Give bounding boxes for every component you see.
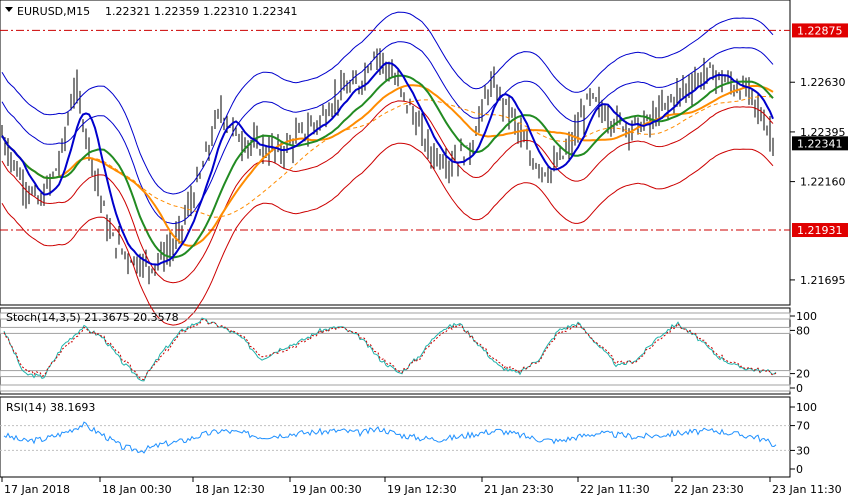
- lower-outer-band: [1, 142, 774, 326]
- ma-slow-dashed-line: [1, 96, 774, 218]
- price-tag-label: 1.21931: [797, 224, 843, 237]
- chart-ohlc: 1.22321 1.22359 1.22310 1.22341: [105, 5, 297, 18]
- price-tag: [792, 136, 848, 151]
- main-line: [3, 317, 777, 382]
- osc-tick-label: 80: [796, 324, 810, 337]
- osc-tick-label: 0: [796, 463, 803, 476]
- rsi-title: RSI(14) 38.1693: [6, 401, 95, 414]
- osc-tick-label: 30: [796, 444, 810, 457]
- chart-symbol: EURUSD,M15: [17, 5, 90, 18]
- price-tag: [792, 223, 848, 238]
- price-tag-label: 1.22341: [797, 137, 843, 150]
- price-tick-label: 1.21695: [800, 274, 846, 287]
- ma-slow-line: [1, 84, 774, 247]
- price-plot: [0, 11, 790, 326]
- upper-outer-band: [1, 11, 774, 195]
- time-tick-label: 18 Jan 00:30: [102, 483, 172, 496]
- price-tick-label: 1.22395: [800, 126, 846, 139]
- osc-tick-label: 100: [796, 401, 817, 414]
- signal-line: [3, 318, 777, 381]
- time-tick-label: 17 Jan 2018: [4, 483, 70, 496]
- osc-tick-label: 100: [796, 310, 817, 323]
- stoch-title: Stoch(14,3,5) 21.3675 20.3578: [6, 311, 179, 324]
- stoch-panel[interactable]: [0, 307, 791, 395]
- time-tick-label: 19 Jan 12:30: [387, 483, 457, 496]
- time-tick-label: 22 Jan 11:30: [580, 483, 650, 496]
- rsi-line: [3, 421, 777, 454]
- price-panel[interactable]: [0, 0, 791, 306]
- upper-inner-band: [1, 41, 774, 225]
- time-tick-label: 18 Jan 12:30: [195, 483, 265, 496]
- osc-tick-label: 20: [796, 368, 810, 381]
- ma-fast-line: [1, 62, 774, 266]
- ma-mid-line: [1, 74, 774, 259]
- time-tick-label: 23 Jan 11:30: [772, 483, 842, 496]
- axes: 1.22630 1.22395 1.22160 1.21695 1.22875 1.223…: [1, 23, 848, 496]
- osc-tick-label: 0: [796, 382, 803, 395]
- osc-tick-label: 70: [796, 420, 810, 433]
- rsi-plot: [0, 421, 790, 454]
- price-tick-label: 1.22160: [800, 176, 846, 189]
- price-tick-label: 1.22630: [800, 76, 846, 89]
- lower-inner-band: [1, 100, 774, 284]
- dropdown-triangle-icon[interactable]: [5, 7, 13, 12]
- time-tick-label: 19 Jan 00:30: [292, 483, 362, 496]
- time-tick-label: 22 Jan 23:30: [674, 483, 744, 496]
- price-tag-label: 1.22875: [797, 24, 843, 37]
- time-tick-label: 21 Jan 23:30: [484, 483, 554, 496]
- rsi-panel[interactable]: [0, 396, 791, 478]
- price-tag: [792, 23, 848, 38]
